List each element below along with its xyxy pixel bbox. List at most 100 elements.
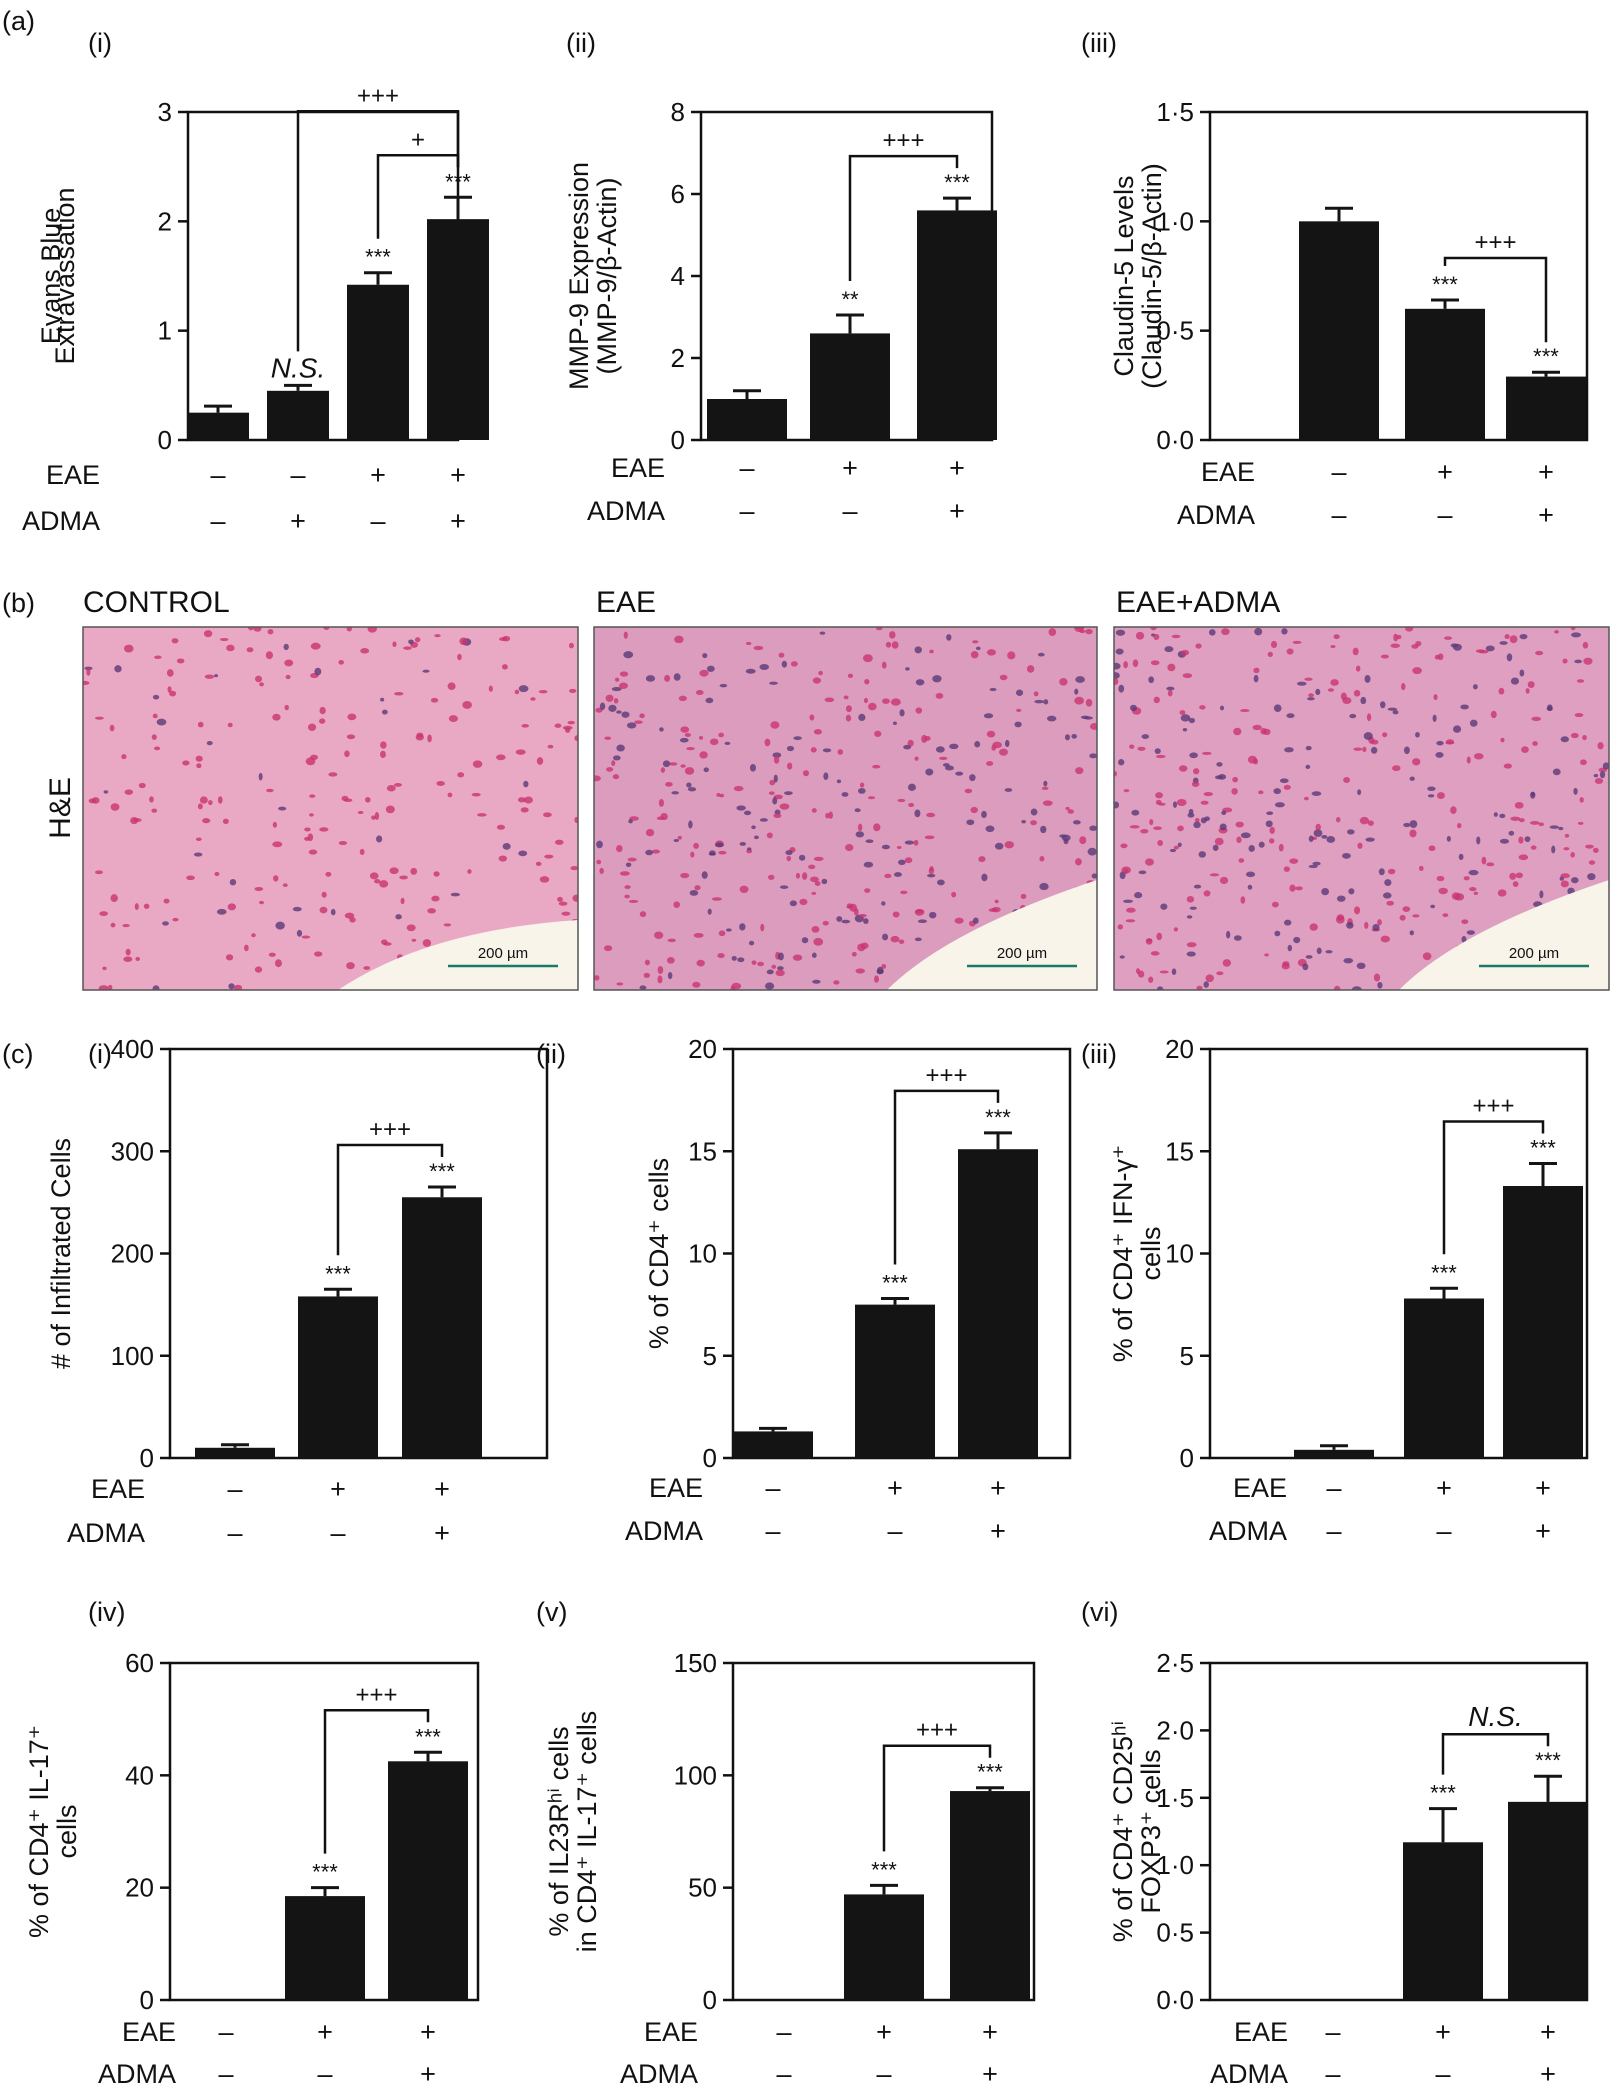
- bracket-label: +++: [357, 82, 399, 109]
- y-axis-label: cells: [52, 1804, 82, 1858]
- significance-label: ***: [871, 1857, 897, 1882]
- chart-c-iv: (iv) 0 20 40 60 % of CD4⁺ IL-17⁺cells – – *** + – *…: [24, 1597, 480, 2089]
- y-tick-label: 400: [111, 1034, 154, 1064]
- bracket-label: +++: [882, 127, 924, 154]
- eae-value: +: [370, 460, 386, 490]
- adma-value: –: [1435, 2059, 1450, 2089]
- histology-panel-2: EAE 200 µm: [593, 586, 1098, 991]
- significance-label: ***: [365, 245, 391, 270]
- eae-value: –: [218, 2017, 233, 2047]
- y-axis-label: FOXP3⁺ cells: [1136, 1749, 1166, 1913]
- eae-value: +: [990, 1473, 1006, 1503]
- bar: [958, 1149, 1038, 1458]
- adma-value: –: [776, 2059, 791, 2089]
- image-border: [1113, 626, 1610, 991]
- eae-value: –: [1331, 457, 1346, 487]
- chart-sublabel: (i): [88, 28, 112, 58]
- bar: [1405, 308, 1485, 440]
- y-tick-label: 1·5: [1156, 97, 1194, 127]
- y-axis-label: Evans Blue: [36, 208, 66, 345]
- y-tick-label: 2·0: [1156, 1715, 1194, 1745]
- adma-value: +: [1538, 500, 1554, 530]
- significance-bracket: +++: [893, 1062, 1000, 1265]
- histology-row: H&E CONTROL 200 µm EAE 200 µm EAE+ADMA 200 µm: [44, 586, 1610, 991]
- bar: [1404, 1298, 1484, 1458]
- y-tick-label: 1·0: [1156, 206, 1194, 236]
- bar: [917, 210, 997, 440]
- bracket-line: [1442, 1120, 1545, 1255]
- significance-label: ***: [1431, 1260, 1457, 1285]
- significance-bracket: +++: [323, 1681, 430, 1854]
- eae-value: –: [1326, 1473, 1341, 1503]
- adma-value: –: [1436, 1516, 1451, 1546]
- adma-value: –: [330, 1518, 345, 1548]
- bracket-line: [882, 1744, 992, 1852]
- y-tick-label: 3: [158, 97, 172, 127]
- adma-value: –: [842, 496, 857, 526]
- y-axis-label: MMP-9 Expression: [564, 162, 594, 390]
- y-axis-label: cells: [1136, 1226, 1166, 1280]
- significance-label: ***: [1533, 344, 1559, 369]
- eae-value: +: [1538, 457, 1554, 487]
- chart-sublabel: (ii): [566, 28, 596, 58]
- y-tick-label: 2: [158, 206, 172, 236]
- y-tick-label: 2·5: [1156, 1648, 1194, 1678]
- eae-value: +: [876, 2017, 892, 2047]
- bracket-label: +++: [1474, 229, 1516, 256]
- adma-value: +: [434, 1518, 450, 1548]
- bar: [1503, 1186, 1583, 1458]
- eae-row-label: EAE: [644, 2017, 698, 2047]
- eae-value: +: [842, 453, 858, 483]
- chart-sublabel: (iii): [1081, 1039, 1117, 1069]
- bar: [298, 1296, 378, 1458]
- plot-frame: [1208, 110, 1589, 442]
- y-tick-label: 0: [140, 1985, 154, 2015]
- significance-label: ***: [445, 169, 471, 194]
- y-tick-label: 5: [1180, 1341, 1194, 1371]
- significance-label: ***: [882, 1270, 908, 1295]
- eae-value: +: [450, 460, 466, 490]
- eae-row-label: EAE: [122, 2017, 176, 2047]
- y-tick-label: 0·0: [1156, 425, 1194, 455]
- significance-label: ***: [312, 1860, 338, 1885]
- y-tick-label: 4: [671, 261, 685, 291]
- chart-c-iii: (iii) 0 5 10 15 20 % of CD4⁺ IFN-γ⁺cells – – *** +…: [1081, 1034, 1589, 1546]
- adma-row-label: ADMA: [1210, 2059, 1288, 2089]
- adma-value: +: [1535, 1516, 1551, 1546]
- adma-value: –: [1331, 500, 1346, 530]
- y-tick-label: 100: [674, 1760, 717, 1790]
- eae-row-label: EAE: [46, 460, 100, 490]
- image-border: [593, 626, 1098, 991]
- significance-label: ***: [325, 1261, 351, 1286]
- y-tick-label: 5: [703, 1341, 717, 1371]
- bar: [844, 1894, 924, 2000]
- chart-c-vi: (vi) 0·0 0·5 1·0 1·5 2·0 2·5 % of CD4⁺ CD25ʰⁱFO…: [1081, 1597, 1589, 2089]
- tissue-image: [83, 627, 578, 990]
- y-axis-label: % of CD4⁺ IL-17⁺: [24, 1725, 54, 1938]
- adma-value: +: [949, 496, 965, 526]
- y-axis-label: % of CD4⁺ CD25ʰⁱ: [1108, 1721, 1138, 1943]
- y-tick-label: 0: [158, 425, 172, 455]
- bracket-label: +++: [1472, 1093, 1514, 1120]
- bracket-line: [1441, 1732, 1550, 1775]
- significance-bracket: +++: [336, 1116, 444, 1256]
- tissue-image: [1114, 627, 1609, 990]
- adma-value: –: [1437, 500, 1452, 530]
- ns-label: N.S.: [1468, 1701, 1522, 1732]
- y-axis-label: in CD4⁺ IL-17⁺ cells: [572, 1711, 602, 1953]
- chart-sublabel: (i): [88, 1039, 112, 1069]
- eae-value: –: [765, 1473, 780, 1503]
- chart-sublabel: (v): [536, 1597, 567, 1627]
- y-tick-label: 15: [688, 1136, 717, 1166]
- y-tick-label: 0: [671, 425, 685, 455]
- eae-row-label: EAE: [1233, 1473, 1287, 1503]
- y-tick-label: 200: [111, 1239, 154, 1269]
- adma-row-label: ADMA: [98, 2059, 176, 2089]
- bar: [855, 1304, 935, 1458]
- eae-value: +: [949, 453, 965, 483]
- histology-panel-3: EAE+ADMA 200 µm: [1113, 586, 1610, 991]
- adma-row-label: ADMA: [67, 1518, 145, 1548]
